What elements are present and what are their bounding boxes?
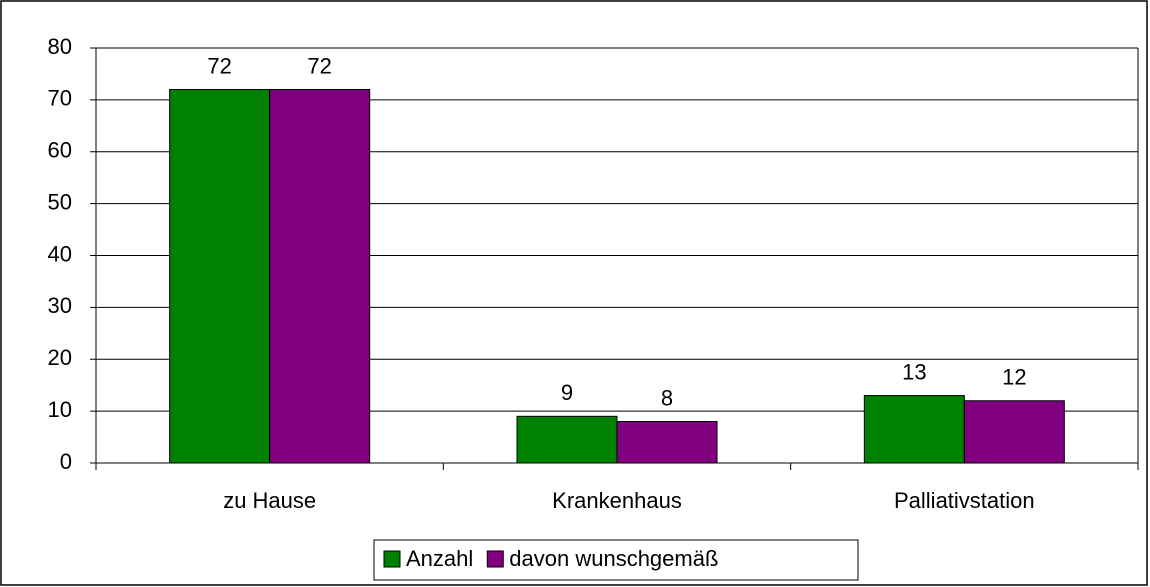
legend-swatch	[383, 550, 401, 568]
bar	[516, 415, 618, 464]
y-tick-label: 40	[48, 241, 72, 266]
bar	[963, 400, 1065, 464]
value-label: 12	[1002, 365, 1026, 390]
y-tick-label: 50	[48, 189, 72, 214]
value-label: 13	[902, 359, 926, 384]
bar	[169, 89, 271, 464]
y-tick-label: 60	[48, 138, 72, 163]
legend-box	[373, 539, 859, 581]
x-tick-label: Palliativstation	[894, 488, 1035, 513]
x-tick-label: Krankenhaus	[552, 488, 682, 513]
bar	[863, 395, 965, 464]
value-label: 72	[307, 53, 331, 78]
legend: Anzahl davon wunschgemäß	[373, 539, 859, 581]
legend-label: davon wunschgemäß	[509, 546, 718, 571]
bar	[616, 421, 718, 464]
y-tick-label: 20	[48, 345, 72, 370]
y-tick-label: 0	[60, 449, 72, 474]
y-tick-label: 80	[48, 34, 72, 59]
y-tick-label: 70	[48, 86, 72, 111]
y-tick-label: 10	[48, 397, 72, 422]
value-label: 8	[661, 385, 673, 410]
bar	[269, 89, 371, 464]
y-tick-label: 30	[48, 293, 72, 318]
value-label: 72	[207, 53, 231, 78]
x-tick-label: zu Hause	[223, 488, 316, 513]
legend-label: Anzahl	[406, 546, 473, 571]
legend-swatch	[486, 550, 504, 568]
value-label: 9	[561, 380, 573, 405]
